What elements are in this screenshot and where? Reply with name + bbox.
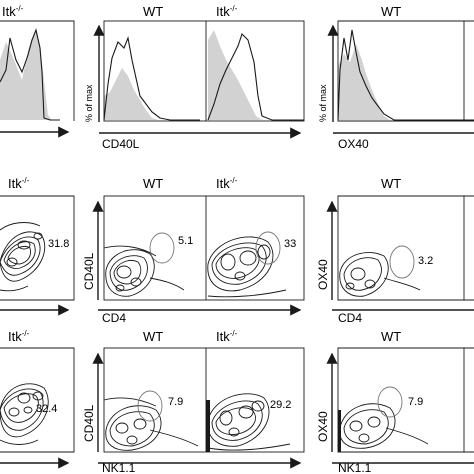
panel-title-wt: WT [381, 4, 401, 19]
histogram-panel [0, 20, 75, 138]
histogram-panel: % of max OX40 [318, 4, 474, 151]
panel-title-wt: WT [143, 176, 163, 191]
contour-row-nk11: Itk-/- WT Itk-/- WT 32.4 CD40L [0, 329, 474, 474]
contour-cluster [339, 245, 421, 297]
y-axis-label: OX40 [316, 411, 330, 442]
gate-percentage: 31.8 [48, 238, 69, 250]
isotype-control-histogram [0, 32, 52, 120]
y-axis-label: OX40 [316, 259, 330, 290]
panel-title-itk-ko: Itk-/- [8, 329, 30, 344]
contour-row-cd4: Itk-/- WT Itk-/- WT 31.8 CD40L [0, 176, 474, 325]
sample-histogram [0, 28, 60, 121]
x-axis-label: NK1.1 [338, 461, 372, 474]
sample-histogram [103, 36, 200, 121]
panel-title-wt: WT [381, 176, 401, 191]
sample-histogram [207, 32, 304, 121]
panel-title-itk-ko: Itk-/- [8, 176, 30, 191]
x-axis-label: CD40L [102, 137, 140, 151]
panel-title-wt: WT [381, 329, 401, 344]
x-axis-label: OX40 [338, 137, 369, 151]
panel-title-itk-ko: Itk-/- [216, 176, 238, 191]
contour-cluster [103, 232, 185, 297]
y-axis-label: CD40L [82, 404, 96, 442]
contour-cluster [207, 393, 291, 451]
gate-percentage: 5.1 [178, 235, 193, 247]
isotype-control-histogram [104, 68, 158, 120]
x-axis-label: CD4 [102, 311, 126, 325]
isotype-control-histogram [208, 30, 262, 120]
gate-percentage: 3.2 [418, 255, 433, 267]
contour-cluster [0, 383, 49, 445]
y-axis-label: % of max [318, 84, 328, 122]
panel-title-wt: WT [143, 4, 163, 19]
panel-title-itk-ko: Itk-/- [2, 4, 24, 19]
x-axis-label: CD4 [338, 311, 362, 325]
contour-cluster [339, 386, 429, 449]
gate-percentage: 32.4 [36, 403, 57, 415]
panel-title-itk-ko: Itk-/- [216, 329, 238, 344]
gate-percentage: 33 [284, 238, 296, 250]
histogram-panel: % of max CD40L [84, 20, 305, 151]
gate-percentage: 7.9 [168, 396, 183, 408]
y-axis-label: % of max [84, 84, 94, 122]
gate-percentage: 29.2 [270, 399, 291, 411]
panel-title-itk-ko: Itk-/- [216, 4, 238, 19]
contour-cluster [207, 231, 287, 298]
panel-title-wt: WT [143, 329, 163, 344]
histogram-row: Itk-/- WT Itk-/- WT % of max CD40L % [0, 4, 474, 151]
sample-histogram [337, 29, 474, 121]
contour-cluster [0, 222, 46, 292]
gate-percentage: 7.9 [408, 396, 423, 408]
y-axis-label: CD40L [82, 252, 96, 290]
contour-cluster [103, 390, 199, 451]
x-axis-label: NK1.1 [102, 461, 136, 474]
